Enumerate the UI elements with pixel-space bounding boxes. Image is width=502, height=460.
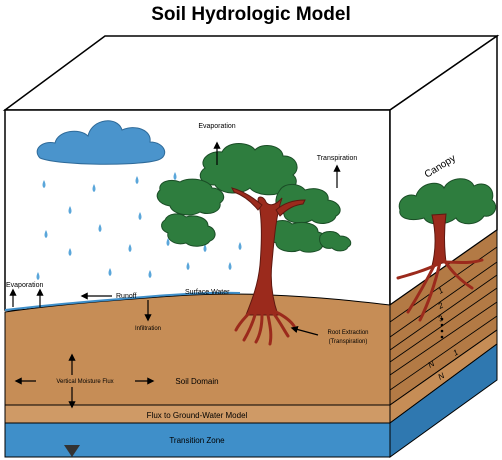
rain-drop	[36, 272, 40, 280]
layer-number: 3	[437, 313, 446, 323]
label-vertical-moisture-flux: Vertical Moisture Flux	[56, 379, 113, 385]
rain-drop	[68, 206, 72, 214]
rain-drop	[203, 244, 207, 252]
rain-drop	[42, 180, 46, 188]
rain-drop	[135, 176, 139, 184]
rain-drop	[44, 230, 48, 238]
rain-drop	[92, 184, 96, 192]
surface-water-line	[4, 291, 241, 311]
rain-drop	[128, 244, 132, 252]
label-transition-zone: Transition Zone	[169, 436, 225, 445]
layer-number: N	[437, 371, 447, 382]
main-tree-foliage	[156, 143, 352, 253]
transition-zone-side	[389, 343, 498, 458]
soil-domain-front	[4, 293, 391, 406]
rain-drop	[173, 172, 177, 180]
label-evaporation-left: Evaporation	[6, 282, 43, 289]
diagram-title: Soil Hydrologic Model	[151, 4, 351, 25]
rain-drop	[166, 238, 170, 246]
water-table-icon	[64, 445, 80, 457]
label-flux-to-groundwater: Flux to Ground-Water Model	[147, 411, 248, 420]
layer-number: N	[427, 359, 437, 370]
rain-drop	[238, 242, 242, 250]
layer-number: 1	[437, 286, 445, 296]
layer-number: 1	[452, 348, 460, 358]
label-root-extraction-sub: (Transpiration)	[329, 339, 368, 345]
layer-number: 2	[436, 300, 446, 311]
side-tree	[396, 178, 497, 322]
rain-drop	[138, 212, 142, 220]
label-transpiration: Transpiration	[317, 155, 358, 162]
rain-drop	[228, 262, 232, 270]
side-layer-dots	[440, 317, 444, 339]
main-tree-roots	[234, 310, 296, 346]
label-runoff: Runoff	[116, 293, 137, 300]
rain-drops	[36, 172, 242, 280]
cloud-icon	[36, 120, 166, 165]
rain-drop	[98, 224, 102, 232]
root-extraction-arrow	[290, 326, 319, 336]
rain-drop	[186, 262, 190, 270]
label-evaporation-top: Evaporation	[198, 123, 235, 130]
flux-arrows	[9, 141, 341, 409]
main-tree-trunk	[231, 187, 306, 316]
label-surface-water: Surface Water	[185, 289, 230, 296]
label-infiltration: Infiltration	[135, 326, 161, 332]
label-soil-domain: Soil Domain	[175, 377, 218, 386]
rain-drop	[108, 268, 112, 276]
rain-drop	[148, 270, 152, 278]
rain-drop	[68, 248, 72, 256]
label-root-extraction: Root Extraction	[327, 330, 368, 336]
